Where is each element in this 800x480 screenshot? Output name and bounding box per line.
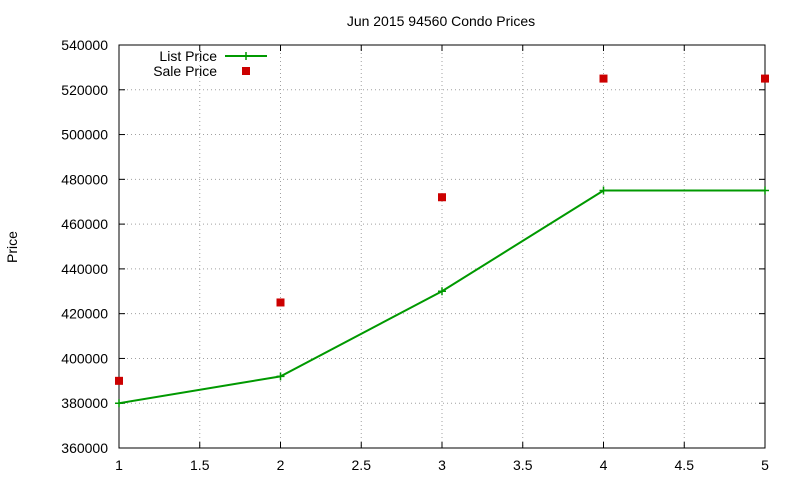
y-tick-label: 420000 <box>61 306 108 322</box>
list-price-point <box>599 186 608 195</box>
x-tick-label: 2.5 <box>352 457 372 473</box>
list-price-point <box>276 372 285 381</box>
sale-price-point <box>761 74 769 83</box>
series-layer <box>115 74 769 408</box>
list-price-point <box>761 186 769 195</box>
y-tick-label: 540000 <box>61 37 108 53</box>
y-axis-label: Price <box>4 231 20 263</box>
y-tick-label: 360000 <box>61 440 108 456</box>
sale-price-point <box>276 298 285 307</box>
sale-price-point <box>599 74 608 83</box>
y-tick-label: 520000 <box>61 82 108 98</box>
axis-ticks: 1 1.5 2 2.5 3 3.5 4 4.5 5 360000 380000 400000 42000… <box>61 37 769 473</box>
x-tick-label: 5 <box>761 457 769 473</box>
sale-price-point <box>438 193 446 202</box>
x-tick-label: 1.5 <box>190 457 210 473</box>
x-tick-label: 1 <box>115 457 123 473</box>
legend-label-list-price: List Price <box>159 48 217 64</box>
sale-price-point <box>115 376 123 385</box>
y-tick-label: 380000 <box>61 395 108 411</box>
y-tick-label: 400000 <box>61 350 108 366</box>
y-tick-label: 460000 <box>61 216 108 232</box>
list-price-point <box>115 399 123 408</box>
y-tick-label: 480000 <box>61 171 108 187</box>
y-tick-label: 440000 <box>61 261 108 277</box>
legend-marker-list-price <box>242 52 250 60</box>
x-tick-label: 2 <box>277 457 285 473</box>
x-tick-label: 4 <box>600 457 608 473</box>
x-tick-label: 4.5 <box>675 457 695 473</box>
legend-swatch-sale-price <box>242 67 250 75</box>
x-tick-label: 3.5 <box>513 457 533 473</box>
y-tick-label: 500000 <box>61 127 108 143</box>
list-price-line <box>118 189 765 405</box>
list-price-point <box>438 287 446 296</box>
legend-label-sale-price: Sale Price <box>153 63 217 79</box>
chart-title: Jun 2015 94560 Condo Prices <box>347 13 535 29</box>
x-tick-label: 3 <box>438 457 446 473</box>
